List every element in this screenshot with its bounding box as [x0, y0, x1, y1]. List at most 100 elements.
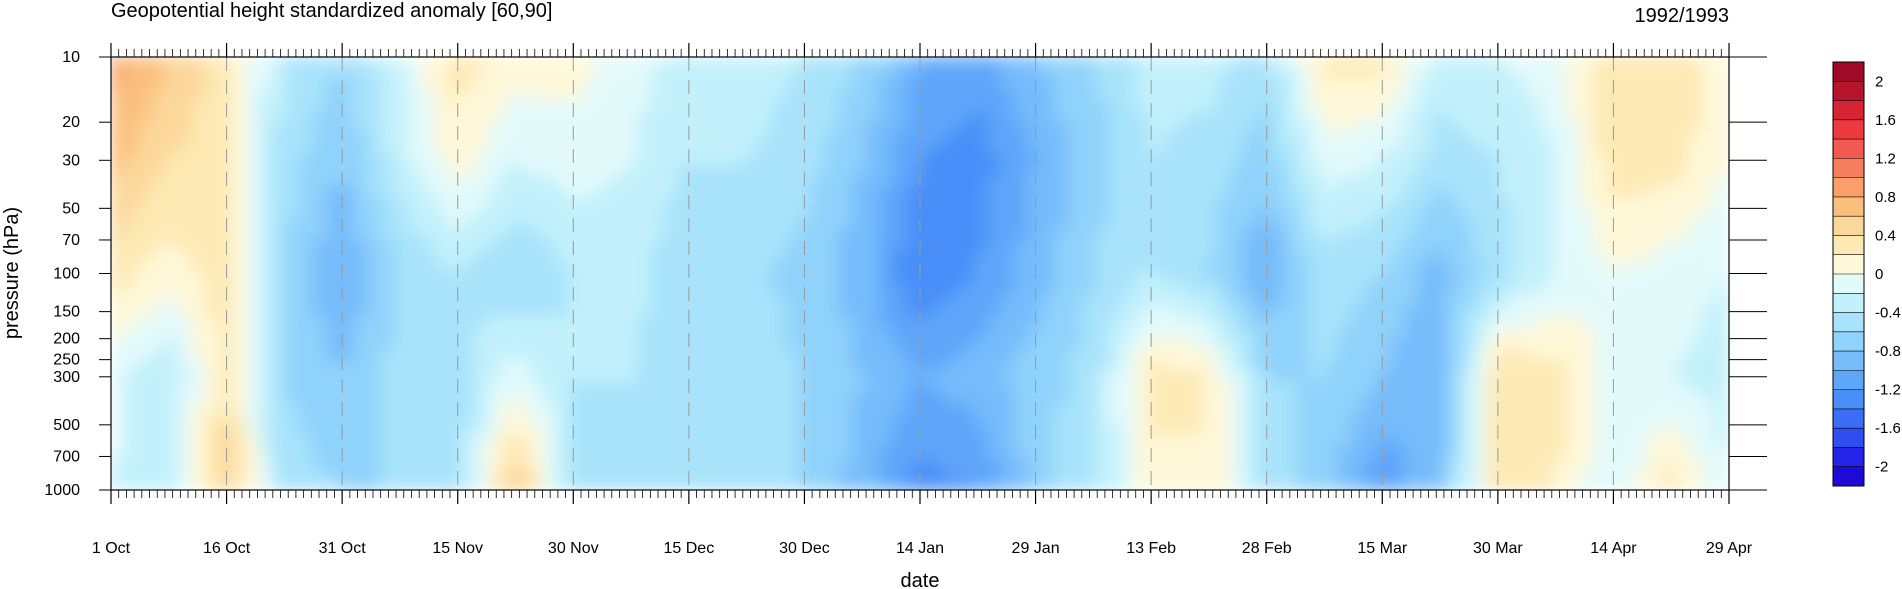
field-cell — [1162, 337, 1177, 350]
field-cell — [1202, 478, 1218, 490]
field-cell — [447, 273, 463, 286]
field-cell — [595, 262, 611, 275]
field-cell — [272, 294, 287, 307]
field-cell — [1445, 229, 1461, 242]
field-cell — [1189, 359, 1204, 372]
field-cell — [1013, 424, 1029, 437]
field-cell — [326, 229, 341, 242]
field-cell — [744, 186, 759, 199]
field-cell — [353, 413, 368, 426]
field-cell — [474, 327, 490, 340]
field-cell — [1337, 240, 1353, 253]
field-cell — [1135, 229, 1150, 242]
field-cell — [488, 273, 503, 286]
field-cell — [501, 337, 517, 350]
field-cell — [1324, 262, 1339, 275]
field-cell — [1270, 413, 1285, 426]
field-cell — [730, 359, 746, 372]
field-cell — [932, 273, 948, 286]
field-cell — [771, 99, 786, 112]
field-cell — [1445, 435, 1461, 448]
field-cell — [1350, 186, 1366, 199]
field-cell — [258, 446, 274, 459]
field-cell — [811, 132, 827, 145]
field-cell — [461, 121, 476, 134]
field-cell — [245, 175, 261, 188]
field-cell — [312, 164, 328, 177]
field-cell — [1270, 446, 1285, 459]
field-cell — [245, 467, 261, 480]
field-cell — [528, 132, 544, 145]
field-cell — [1526, 67, 1541, 80]
field-cell — [676, 153, 692, 166]
field-cell — [1094, 251, 1110, 264]
field-cell — [622, 381, 638, 394]
field-cell — [1485, 424, 1501, 437]
field-cell — [326, 402, 341, 415]
field-cell — [636, 67, 652, 80]
field-cell — [1337, 121, 1353, 134]
field-cell — [730, 175, 746, 188]
field-cell — [811, 175, 827, 188]
field-cell — [1256, 348, 1272, 361]
field-cell — [1189, 78, 1204, 91]
field-cell — [474, 57, 490, 69]
field-cell — [1364, 240, 1380, 253]
field-cell — [1229, 143, 1245, 156]
field-cell — [1256, 337, 1272, 350]
field-cell — [1472, 273, 1487, 286]
field-cell — [285, 251, 301, 264]
field-cell — [1027, 143, 1043, 156]
field-cell — [1634, 132, 1649, 145]
field-cell — [1324, 305, 1339, 318]
field-cell — [986, 262, 1002, 275]
field-cell — [1418, 467, 1434, 480]
field-cell — [1202, 446, 1218, 459]
field-cell — [164, 424, 180, 437]
field-cell — [137, 424, 153, 437]
field-cell — [528, 78, 544, 91]
field-cell — [811, 78, 827, 91]
field-cell — [1162, 457, 1177, 470]
field-cell — [501, 273, 517, 286]
field-cell — [366, 240, 382, 253]
field-cell — [649, 273, 665, 286]
field-cell — [825, 305, 840, 318]
field-cell — [757, 283, 773, 296]
field-cell — [137, 467, 153, 480]
field-cell — [258, 240, 274, 253]
field-cell — [339, 283, 355, 296]
field-cell — [1674, 229, 1690, 242]
field-cell — [1081, 186, 1096, 199]
field-cell — [838, 164, 854, 177]
field-cell — [366, 175, 382, 188]
field-cell — [906, 273, 921, 286]
field-cell — [1202, 143, 1218, 156]
field-cell — [474, 402, 490, 415]
field-cell — [1148, 457, 1164, 470]
field-cell — [1162, 381, 1177, 394]
field-cell — [1054, 457, 1070, 470]
field-cell — [150, 99, 166, 112]
field-cell — [825, 121, 840, 134]
field-cell — [339, 348, 355, 361]
field-cell — [1364, 305, 1380, 318]
field-cell — [1216, 294, 1231, 307]
field-cell — [123, 88, 139, 101]
field-cell — [353, 435, 368, 448]
field-cell — [488, 424, 503, 437]
field-cell — [1404, 99, 1420, 112]
field-cell — [1377, 305, 1393, 318]
field-cell — [1040, 197, 1056, 210]
field-cell — [353, 143, 368, 156]
field-cell — [1054, 467, 1070, 480]
field-cell — [353, 88, 368, 101]
field-cell — [1175, 327, 1191, 340]
field-cell — [1620, 446, 1636, 459]
field-cell — [191, 370, 207, 383]
field-cell — [1148, 337, 1164, 350]
field-cell — [771, 467, 786, 480]
field-cell — [1108, 186, 1123, 199]
field-cell — [1566, 57, 1582, 69]
field-cell — [380, 121, 395, 134]
